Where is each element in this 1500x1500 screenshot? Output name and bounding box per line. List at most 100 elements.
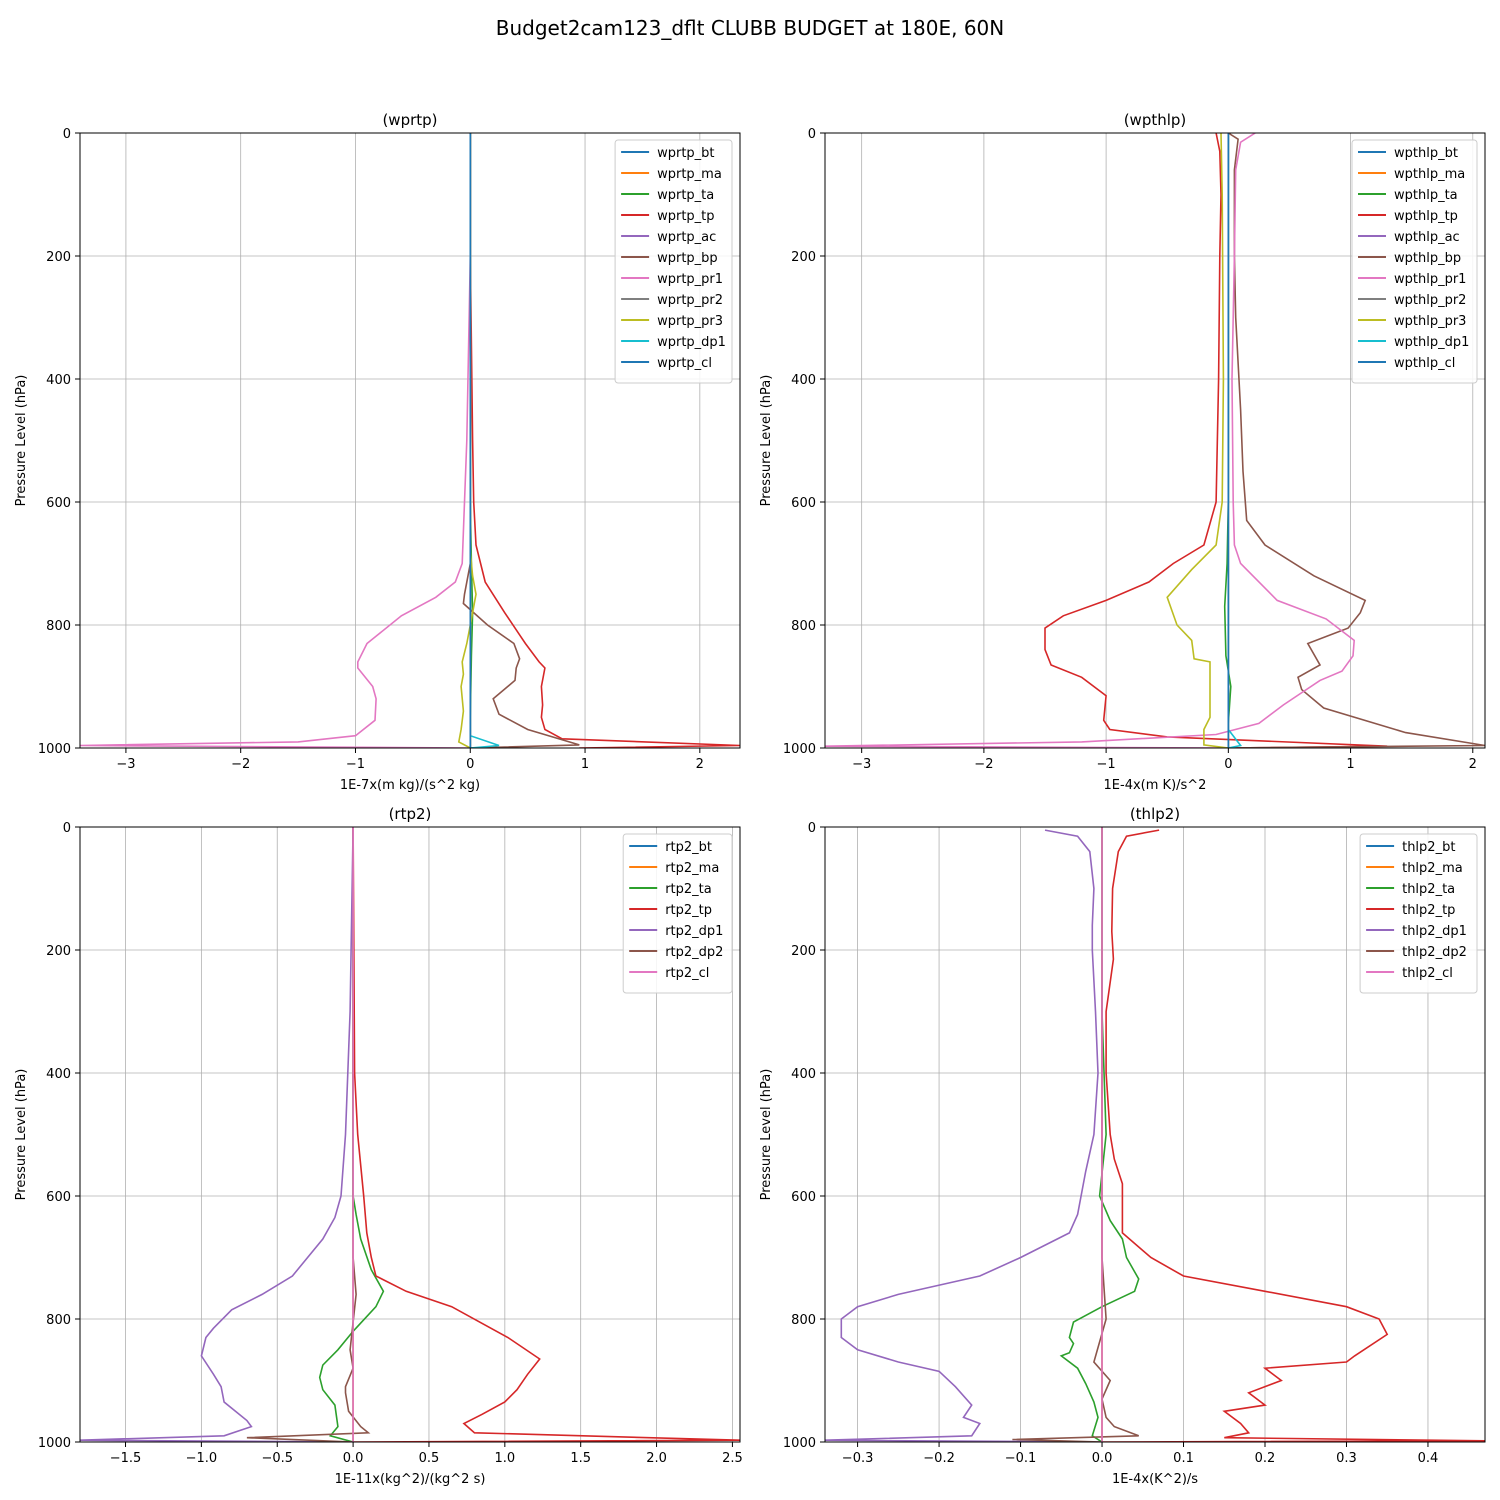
- legend-label: wprtp_tp: [657, 209, 714, 224]
- legend-label: thlp2_ta: [1402, 882, 1455, 897]
- series-line-thlp2_dp2: [1012, 827, 1139, 1442]
- y-tick-label: 600: [46, 1190, 71, 1205]
- y-tick-label: 1000: [783, 1436, 816, 1451]
- legend-label: rtp2_dp1: [665, 924, 723, 939]
- y-tick-label: 200: [791, 250, 816, 265]
- x-tick-label: 0.2: [1255, 1451, 1276, 1466]
- legend-label: wpthlp_ta: [1394, 188, 1458, 203]
- y-tick-label: 1000: [783, 742, 816, 757]
- x-tick-label: 0: [1224, 757, 1232, 772]
- x-tick-label: 1: [1346, 757, 1354, 772]
- y-tick-label: 200: [791, 944, 816, 959]
- series-line-wprtp_pr1: [80, 133, 472, 748]
- x-tick-label: −2: [974, 757, 993, 772]
- legend-label: thlp2_dp2: [1402, 945, 1467, 960]
- legend-label: rtp2_cl: [665, 966, 709, 981]
- series-line-wpthlp_bp: [1227, 133, 1485, 748]
- series-line-wpthlp_tp: [1044, 133, 1388, 748]
- x-axis-label: 1E-7x(m kg)/(s^2 kg): [340, 778, 480, 793]
- panel-title: (rtp2): [389, 805, 432, 823]
- legend-label: wprtp_dp1: [657, 335, 726, 350]
- x-tick-label: 0: [466, 757, 474, 772]
- legend-label: thlp2_dp1: [1402, 924, 1467, 939]
- y-axis-label: Pressure Level (hPa): [759, 1069, 774, 1201]
- legend-label: wpthlp_pr1: [1394, 272, 1466, 287]
- legend-label: rtp2_ta: [665, 882, 712, 897]
- chart-panel: −0.3 −0.2 −0.1 0.0 0.1 0.2 0.3 0.4 0 200 400 600 800…: [759, 805, 1486, 1487]
- x-tick-label: −3: [852, 757, 871, 772]
- figure-title: Budget2cam123_dflt CLUBB BUDGET at 180E,…: [495, 16, 1005, 40]
- y-tick-label: 600: [791, 1190, 816, 1205]
- x-axis-label: 1E-4x(m K)/s^2: [1104, 778, 1207, 793]
- x-tick-label: 0.0: [343, 1451, 364, 1466]
- y-tick-label: 200: [46, 250, 71, 265]
- x-tick-label: −0.2: [923, 1451, 955, 1466]
- legend-label: wprtp_ta: [657, 188, 714, 203]
- legend-label: rtp2_tp: [665, 903, 712, 918]
- x-tick-label: −2: [231, 757, 250, 772]
- legend-label: wpthlp_bt: [1394, 146, 1458, 161]
- legend-label: wprtp_pr2: [657, 293, 723, 308]
- legend-label: wprtp_bp: [657, 251, 718, 266]
- legend-label: rtp2_dp2: [665, 945, 723, 960]
- legend-label: wpthlp_ac: [1394, 230, 1460, 245]
- y-tick-label: 0: [63, 127, 71, 142]
- legend-label: wprtp_ma: [657, 167, 722, 182]
- x-tick-label: 0.0: [1092, 1451, 1113, 1466]
- legend-label: wpthlp_bp: [1394, 251, 1461, 266]
- legend-label: wprtp_cl: [657, 356, 712, 371]
- legend-label: wprtp_pr1: [657, 272, 723, 287]
- x-axis-label: 1E-4x(K^2)/s: [1112, 1472, 1198, 1487]
- legend-label: thlp2_tp: [1402, 903, 1455, 918]
- y-tick-label: 800: [791, 619, 816, 634]
- chart-panel: −1.5 −1.0 −0.5 0.0 0.5 1.0 1.5 2.0 2.5 0 200 400 600…: [14, 805, 743, 1487]
- y-tick-label: 600: [46, 496, 71, 511]
- chart-panel: −3 −2 −1 0 1 2 0 200 400 600 800 1000 (wpthlp) 1E-4x(…: [759, 111, 1486, 793]
- series-line-rtp2_ta: [318, 827, 385, 1442]
- x-tick-label: 0.4: [1418, 1451, 1439, 1466]
- x-tick-label: 0.3: [1336, 1451, 1357, 1466]
- y-tick-label: 0: [808, 127, 816, 142]
- y-axis-label: Pressure Level (hPa): [14, 1069, 29, 1201]
- legend-label: wprtp_pr3: [657, 314, 723, 329]
- y-tick-label: 0: [808, 821, 816, 836]
- x-tick-label: −1: [1097, 757, 1116, 772]
- x-tick-label: −0.3: [842, 1451, 874, 1466]
- legend-label: rtp2_ma: [665, 861, 719, 876]
- panel-title: (wprtp): [382, 111, 437, 129]
- x-tick-label: −0.1: [1005, 1451, 1037, 1466]
- legend: wpthlp_bt wpthlp_ma wpthlp_ta wpthlp_tpwpth…: [1351, 139, 1478, 384]
- legend-label: wprtp_ac: [657, 230, 716, 245]
- series-line-thlp2_ta: [1059, 827, 1140, 1442]
- legend-label: thlp2_cl: [1402, 966, 1453, 981]
- series-line-wprtp_tp: [469, 133, 740, 748]
- series-line-thlp2_tp: [1101, 829, 1485, 1442]
- x-tick-label: −1.0: [186, 1451, 218, 1466]
- y-tick-label: 400: [791, 373, 816, 388]
- legend-box: [622, 833, 733, 994]
- x-tick-label: −0.5: [261, 1451, 293, 1466]
- legend-label: wpthlp_cl: [1394, 356, 1455, 371]
- x-tick-label: −1.5: [110, 1451, 142, 1466]
- panel-title: (wpthlp): [1124, 111, 1187, 129]
- x-tick-label: 2.5: [722, 1451, 743, 1466]
- y-tick-label: 400: [46, 1067, 71, 1082]
- plot-frame: [824, 826, 1486, 1443]
- y-tick-label: 400: [46, 373, 71, 388]
- series-line-thlp2_dp1: [825, 829, 1103, 1442]
- y-axis-label: Pressure Level (hPa): [759, 375, 774, 507]
- legend-label: rtp2_bt: [665, 840, 712, 855]
- y-tick-label: 800: [46, 1313, 71, 1328]
- x-tick-label: 2: [696, 757, 704, 772]
- x-tick-label: 2: [1469, 757, 1477, 772]
- x-tick-label: 1.5: [570, 1451, 591, 1466]
- y-axis-label: Pressure Level (hPa): [14, 375, 29, 507]
- series-line-wpthlp_pr3: [1166, 133, 1229, 748]
- legend-box: [1359, 833, 1478, 994]
- legend-label: thlp2_ma: [1402, 861, 1463, 876]
- y-tick-label: 1000: [38, 1436, 71, 1451]
- plot-frame: [79, 132, 741, 749]
- series-line-rtp2_dp1: [80, 827, 354, 1442]
- x-tick-label: 2.0: [646, 1451, 667, 1466]
- series-line-wprtp_dp1: [469, 133, 500, 748]
